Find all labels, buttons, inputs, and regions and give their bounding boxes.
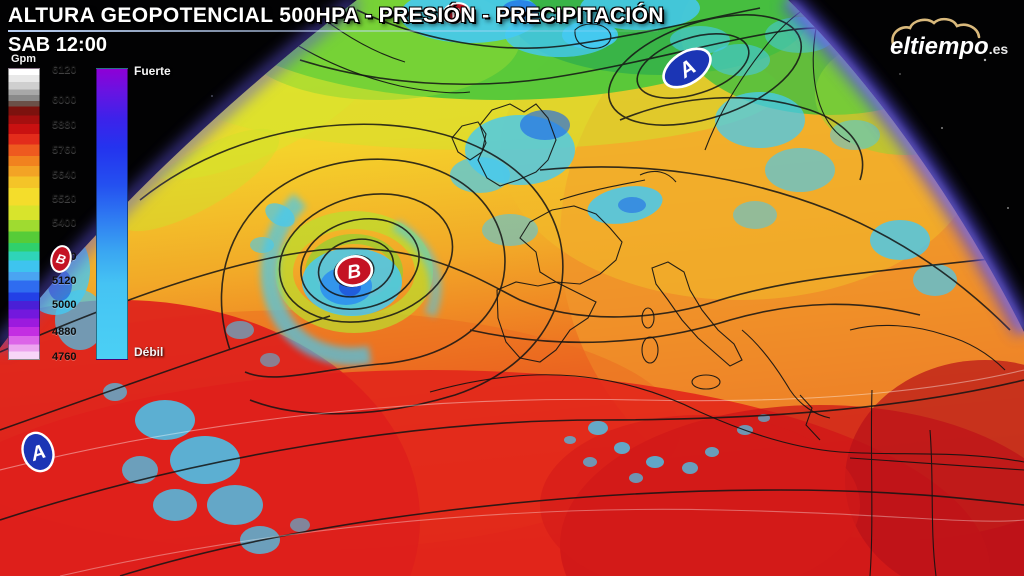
gpm-unit-label: Gpm	[11, 53, 37, 65]
gpm-colorbar	[8, 68, 40, 360]
logo-text: eltiempo.es	[890, 33, 1008, 60]
logo-cloud-icon	[891, 17, 981, 46]
coastlines	[249, 0, 1024, 576]
precipitation-colorbar	[96, 68, 128, 360]
gpm-tick: 4880	[52, 326, 77, 338]
gpm-tick: 5880	[52, 119, 77, 131]
map-datetime: SAB 12:00	[8, 34, 107, 56]
gpm-tick: 5280	[52, 251, 77, 263]
gpm-tick: 6000	[52, 94, 77, 106]
atmosphere-glow	[0, 0, 1024, 353]
stars	[211, 58, 1009, 209]
gpm-tick: 5400	[52, 217, 77, 229]
gpm-tick: 4760	[52, 351, 77, 363]
gpm-tick: 6120	[52, 64, 77, 76]
precip-weak-label: Débil	[134, 345, 164, 359]
title-underline	[8, 30, 658, 32]
white-isobars	[0, 369, 1024, 576]
gpm-tick: 5520	[52, 193, 77, 205]
gpm-tick: 5760	[52, 144, 77, 156]
map-title: ALTURA GEOPOTENCIAL 500HPA - PRESIÓN - P…	[8, 4, 664, 27]
precip-strong-label: Fuerte	[134, 64, 171, 78]
gpm-tick: 5640	[52, 169, 77, 181]
gpm-tick: 5120	[52, 275, 77, 287]
titlebar: ALTURA GEOPOTENCIAL 500HPA - PRESIÓN - P…	[8, 4, 664, 57]
gpm-tick: 5000	[52, 299, 77, 311]
eltiempo-logo: eltiempo.es	[890, 17, 1008, 60]
